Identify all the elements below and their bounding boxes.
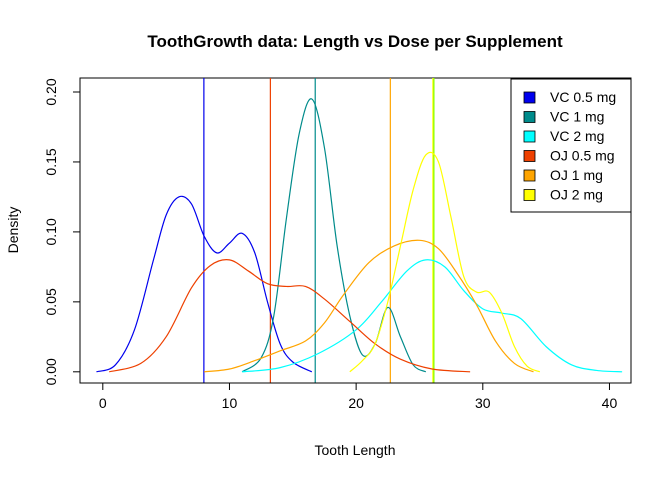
y-tick-label: 0.05 xyxy=(43,288,59,315)
density-line-vc-2-mg xyxy=(242,259,623,373)
legend-swatch xyxy=(523,130,536,143)
x-axis-label: Tooth Length xyxy=(315,442,396,458)
x-axis: 0 10 20 30 40 xyxy=(99,382,618,411)
x-tick-label: 10 xyxy=(222,395,238,411)
y-tick-label: 0.15 xyxy=(43,148,59,175)
density-line-vc-1-mg xyxy=(241,98,427,373)
x-tick-label: 20 xyxy=(348,395,364,411)
density-line-oj-2-mg xyxy=(349,151,541,373)
legend: VC 0.5 mg VC 1 mg VC 2 mg OJ 0.5 mg OJ 1 mg O… xyxy=(510,78,632,213)
y-tick-label: 0.00 xyxy=(43,358,59,385)
chart-title: ToothGrowth data: Length vs Dose per Sup… xyxy=(147,32,563,51)
density-line-oj-1-mg xyxy=(204,239,534,373)
x-tick-label: 30 xyxy=(475,395,491,411)
y-axis-label: Density xyxy=(5,207,21,254)
mean-lines xyxy=(203,78,435,383)
x-tick-label: 0 xyxy=(99,395,107,411)
legend-label: VC 0.5 mg xyxy=(550,89,616,105)
legend-label: OJ 0.5 mg xyxy=(550,148,615,164)
legend-label: OJ 1 mg xyxy=(550,167,603,183)
y-tick-label: 0.20 xyxy=(43,78,59,105)
legend-label: OJ 2 mg xyxy=(550,187,603,203)
y-axis: 0.00 0.05 0.10 0.15 0.20 xyxy=(43,78,81,385)
series-lines xyxy=(96,98,623,373)
legend-swatch xyxy=(523,91,536,104)
y-tick-label: 0.10 xyxy=(43,218,59,245)
legend-swatch xyxy=(523,169,536,182)
legend-label: VC 2 mg xyxy=(550,128,604,144)
legend-swatch xyxy=(523,111,536,123)
legend-swatch xyxy=(523,189,536,201)
density-line-vc-0-5-mg xyxy=(96,195,313,373)
legend-label: VC 1 mg xyxy=(550,109,604,125)
legend-swatch xyxy=(523,150,536,162)
x-tick-label: 40 xyxy=(602,395,618,411)
density-line-oj-0-5-mg xyxy=(108,259,471,373)
